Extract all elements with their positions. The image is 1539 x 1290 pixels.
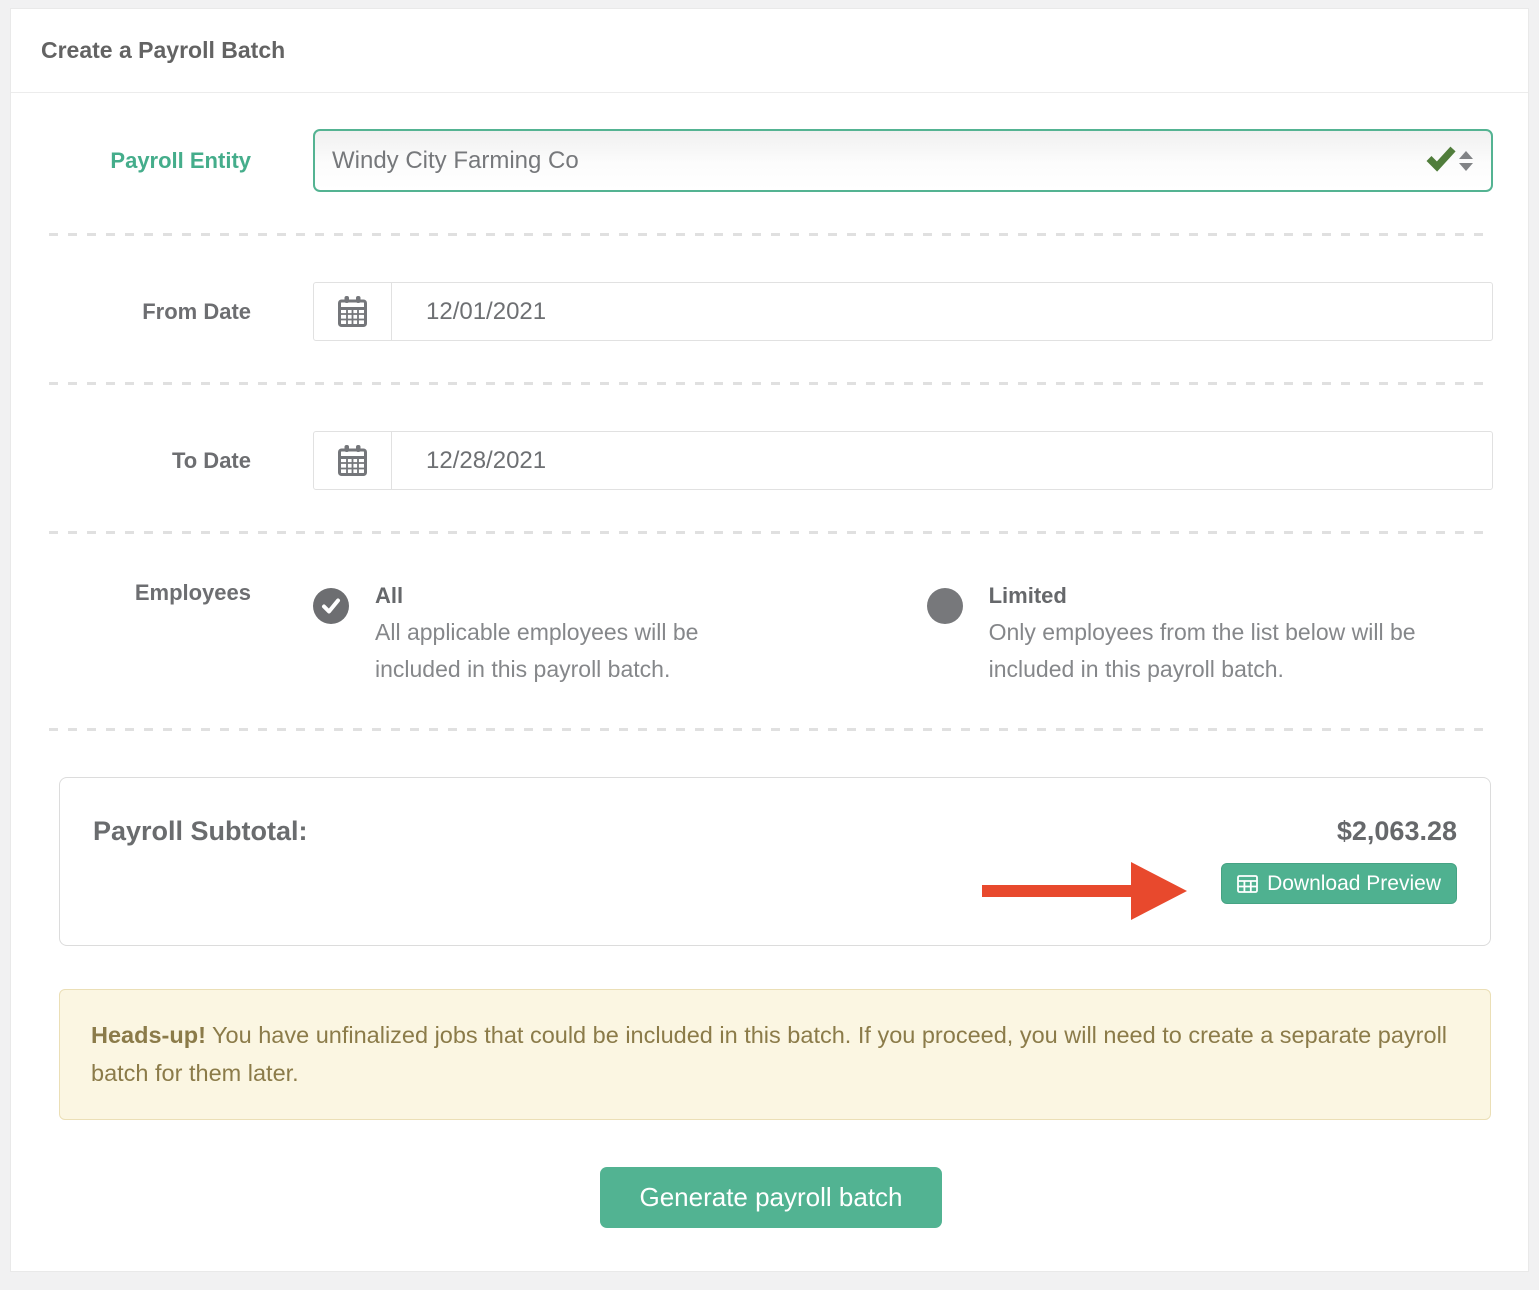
radio-limited-unselected[interactable] — [926, 588, 963, 624]
generate-row: Generate payroll batch — [49, 1166, 1493, 1228]
to-date-control: 12/28/2021 — [313, 431, 1493, 490]
employees-label: Employees — [134, 580, 251, 605]
payroll-subtotal-label: Payroll Subtotal: — [93, 816, 308, 847]
panel-body: Payroll Entity Windy City Farming Co — [11, 93, 1528, 1270]
section-divider — [49, 531, 1493, 534]
employees-row: Employees All All applicable employees w… — [49, 580, 1493, 687]
payroll-entity-control: Windy City Farming Co — [313, 129, 1493, 192]
panel-header: Create a Payroll Batch — [11, 9, 1528, 93]
download-preview-button[interactable]: Download Preview — [1221, 863, 1457, 905]
payroll-subtotal-amount: $2,063.28 — [1336, 816, 1457, 847]
employees-option-all-title: All — [375, 583, 404, 608]
from-date-row: From Date — [49, 282, 1493, 341]
warning-text: You have unfinalized jobs that could be … — [91, 1022, 1448, 1086]
employees-option-limited-title: Limited — [988, 583, 1067, 608]
from-date-input-group: 12/01/2021 — [313, 282, 1493, 341]
from-date-label: From Date — [142, 298, 251, 324]
payroll-subtotal-panel: Payroll Subtotal: $2,063.28 Download — [59, 777, 1491, 947]
payroll-entity-select[interactable]: Windy City Farming Co — [313, 129, 1493, 192]
employees-options: All All applicable employees will be inc… — [313, 580, 1493, 687]
sort-carets-icon — [1459, 150, 1473, 171]
heads-up-warning: Heads-up! You have unfinalized jobs that… — [59, 989, 1491, 1120]
select-icons — [1425, 143, 1473, 178]
payroll-entity-row: Payroll Entity Windy City Farming Co — [49, 129, 1493, 192]
subtotal-row: Payroll Subtotal: $2,063.28 — [93, 816, 1457, 847]
employees-option-all-text: All All applicable employees will be inc… — [375, 580, 770, 687]
to-date-input-group: 12/28/2021 — [313, 431, 1493, 490]
employees-option-limited: Limited Only employees from the list bel… — [926, 580, 1493, 687]
payroll-entity-value: Windy City Farming Co — [332, 146, 579, 174]
section-divider — [49, 233, 1493, 236]
employees-option-all: All All applicable employees will be inc… — [313, 580, 927, 687]
generate-payroll-batch-button[interactable]: Generate payroll batch — [600, 1166, 942, 1228]
employees-control: All All applicable employees will be inc… — [313, 580, 1493, 687]
radio-all-selected[interactable] — [313, 588, 349, 624]
employees-option-limited-description: Only employees from the list below will … — [988, 618, 1416, 682]
download-preview-label: Download Preview — [1267, 871, 1441, 895]
section-divider — [49, 728, 1493, 732]
section-divider — [49, 382, 1493, 385]
payroll-entity-label: Payroll Entity — [110, 147, 251, 173]
calendar-icon[interactable] — [314, 432, 392, 489]
arrow-right-icon — [982, 862, 1187, 921]
radio-check-icon — [322, 598, 340, 614]
warning-heading: Heads-up! — [91, 1022, 206, 1049]
employees-option-all-description: All applicable employees will be include… — [375, 618, 699, 682]
calendar-icon[interactable] — [314, 283, 392, 340]
to-date-input[interactable]: 12/28/2021 — [426, 446, 547, 474]
create-payroll-batch-panel: Create a Payroll Batch Payroll Entity Wi… — [10, 8, 1529, 1272]
to-date-row: To Date — [49, 431, 1493, 490]
check-icon — [1425, 143, 1457, 178]
employees-option-limited-text: Limited Only employees from the list bel… — [989, 580, 1421, 687]
table-icon — [1237, 875, 1258, 893]
from-date-control: 12/01/2021 — [313, 282, 1493, 341]
from-date-input[interactable]: 12/01/2021 — [426, 297, 547, 325]
page-title: Create a Payroll Batch — [41, 37, 286, 63]
preview-row: Download Preview — [93, 863, 1457, 905]
to-date-label: To Date — [171, 447, 251, 473]
